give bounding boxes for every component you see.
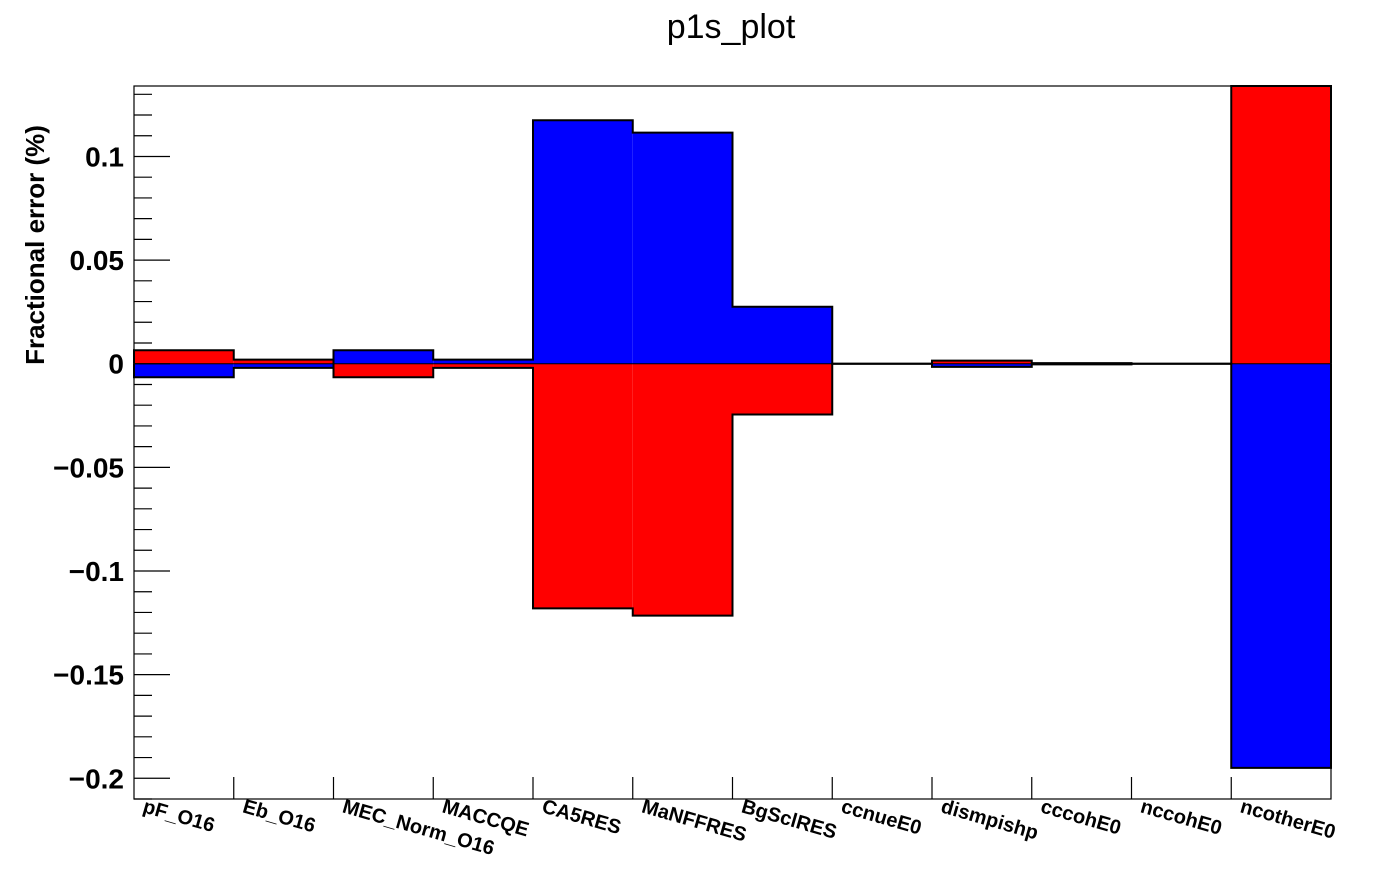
y-tick-label: −0.15 (53, 660, 124, 691)
bar-series1-MACCQE (433, 363, 533, 368)
y-axis-label: Fractional error (%) (20, 125, 50, 365)
bar-series1-MaNFFRES (632, 363, 733, 616)
y-tick-label: −0.2 (69, 763, 124, 794)
x-tick-label: cccohE0 (1038, 796, 1123, 840)
y-axis-ticks: 0.1 0.05 0 −0.05 −0.1 −0.15 −0.2 (53, 93, 170, 800)
bar-series2-CA5RES (533, 120, 633, 364)
bar-series1-Eb_O16 (233, 359, 334, 364)
bar-series2-Eb_O16 (233, 363, 334, 368)
bar-outlines (133, 85, 1332, 769)
x-tick-label: nccohE0 (1138, 796, 1224, 840)
bar-series1-BgSclRES (732, 363, 833, 415)
y-tick-label: 0 (108, 349, 124, 380)
bar-series2-ncotherE0 (1231, 363, 1331, 768)
bar-series2-dismpishp (932, 363, 1032, 367)
bar-series2-MEC_Norm_O16 (333, 350, 434, 364)
y-tick-label: −0.05 (53, 452, 124, 483)
bar-series2-MaNFFRES (632, 132, 733, 364)
bar-series1-MEC_Norm_O16 (333, 363, 434, 378)
x-tick-label: MaNFFRES (639, 796, 749, 847)
bars (134, 86, 1331, 768)
x-tick-label: CA5RES (539, 796, 623, 840)
bar-series2-BgSclRES (732, 306, 833, 364)
bar-series1-dismpishp (932, 360, 1032, 364)
chart-title: p1s_plot (667, 8, 796, 46)
x-tick-label: BgSclRES (739, 796, 839, 844)
x-tick-label: dismpishp (938, 796, 1040, 845)
x-tick-label: ccnueE0 (839, 796, 924, 840)
bar-series2-MACCQE (433, 359, 533, 364)
x-tick-label: pF_O16 (140, 796, 217, 837)
bar-series1-CA5RES (533, 363, 633, 609)
bar-series1-ncotherE0 (1231, 86, 1331, 364)
x-tick-label: Eb_O16 (240, 796, 318, 838)
y-tick-label: 0.1 (85, 141, 124, 172)
bar-series2-pF_O16 (134, 363, 234, 378)
y-tick-label: −0.1 (69, 556, 124, 587)
x-tick-label: ncotherE0 (1238, 796, 1338, 844)
bar-series1-pF_O16 (134, 350, 234, 364)
y-tick-label: 0.05 (70, 245, 125, 276)
